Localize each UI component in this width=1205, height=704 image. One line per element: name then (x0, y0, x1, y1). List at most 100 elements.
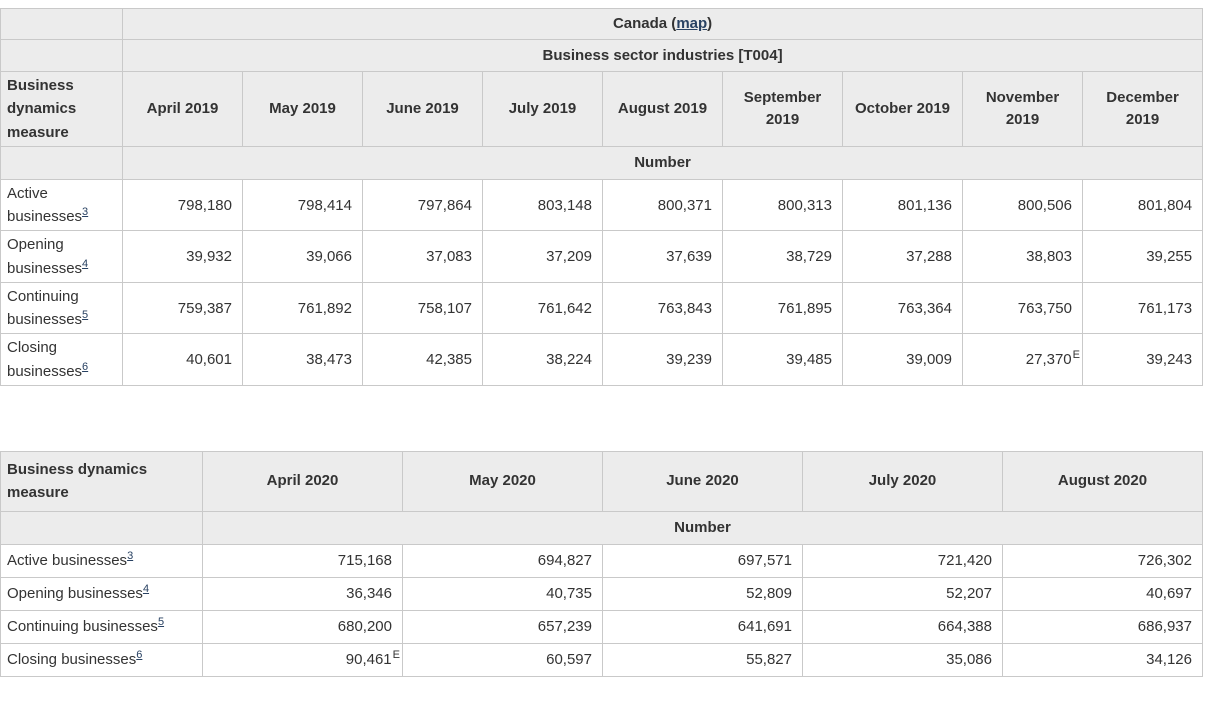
value-cell: 38,224 (482, 333, 603, 386)
estimate-flag: E (1072, 349, 1080, 361)
value-text: 657,239 (537, 618, 592, 636)
month-header-8: November 2019 (962, 71, 1083, 147)
value-text: 797,864 (417, 196, 472, 214)
value-text: 40,735 (546, 585, 592, 603)
value-cell: 37,639 (602, 230, 723, 283)
footnote-link[interactable]: 3 (127, 550, 134, 563)
value-cell: 664,388 (802, 609, 1003, 644)
value-cell: 697,571 (602, 543, 803, 578)
value-text: 42,385 (426, 351, 472, 368)
measure-label: Continuing businesses5 (0, 281, 123, 335)
value-text: 40,697 (1146, 585, 1192, 603)
footnote-link[interactable]: 6 (136, 649, 143, 662)
value-text: 52,207 (946, 585, 992, 603)
footnote-link[interactable]: 5 (157, 616, 165, 629)
table-row: Opening businesses4 36,346 40,735 52,809 52,… (0, 576, 1203, 611)
value-text: 801,804 (1137, 196, 1193, 214)
footnote-link[interactable]: 5 (82, 309, 89, 321)
value-cell: 721,420 (802, 543, 1003, 578)
footnote-link[interactable]: 4 (82, 257, 89, 270)
value-cell: 40,735 (402, 576, 603, 611)
footnote-superscript: 5 (82, 309, 88, 321)
unit-header: Number (202, 510, 1203, 545)
region-header: Canada (map) (121, 8, 1204, 40)
value-cell: 90,461E (202, 642, 403, 677)
footnote-superscript: 4 (143, 583, 149, 595)
value-text: 27,370 (1025, 351, 1072, 368)
value-cell: 761,642 (482, 281, 603, 335)
value-text: 761,892 (297, 299, 352, 317)
estimate-flag: E (392, 649, 400, 662)
value-text: 800,313 (777, 196, 832, 214)
value-text: 39,239 (666, 351, 712, 368)
month-header-4: July 2020 (802, 450, 1003, 512)
value-text: 664,388 (937, 618, 992, 636)
month-header-3: June 2019 (362, 71, 483, 147)
corner-cell (0, 510, 203, 545)
footnote-link[interactable]: 4 (142, 583, 150, 596)
value-text: 763,843 (657, 299, 712, 317)
table-row: Opening businesses4 39,932 39,066 37,083 37,… (0, 230, 1204, 283)
value-cell: 38,473 (242, 333, 363, 386)
measure-label: Opening businesses4 (0, 576, 203, 611)
footnote-superscript: 4 (82, 258, 88, 270)
table-row: Closing businesses6 40,601 38,473 42,385 38,… (0, 333, 1204, 386)
table-row: Continuing businesses5 759,387 761,892 758,… (0, 281, 1204, 335)
measure-label-text: Closing businesses (7, 651, 137, 669)
value-text: 39,932 (186, 248, 232, 265)
value-text: 721,420 (937, 552, 992, 570)
month-header-2: May 2020 (402, 450, 603, 512)
value-cell: 40,697 (1002, 576, 1203, 611)
region-label: Canada (612, 15, 668, 33)
value-text: 37,639 (666, 248, 712, 265)
sector-header: Business sector industries [T004] (121, 39, 1204, 72)
value-cell: 715,168 (202, 543, 403, 578)
footnote-link[interactable]: 3 (82, 206, 89, 218)
value-cell: 798,414 (242, 178, 363, 232)
value-text: 37,209 (546, 248, 592, 265)
month-header-6: September 2019 (722, 71, 843, 147)
value-cell: 758,107 (362, 281, 483, 335)
month-header-1: April 2020 (202, 450, 403, 512)
measure-label-text: Opening businesses (7, 236, 83, 277)
value-cell: 39,243 (1081, 333, 1204, 386)
footnote-superscript: 6 (136, 649, 142, 661)
value-cell: 42,385 (362, 333, 483, 386)
value-text: 35,086 (946, 651, 992, 669)
value-text: 37,083 (426, 248, 472, 265)
value-cell: 38,729 (722, 230, 843, 283)
measure-label-text: Opening businesses (7, 585, 143, 603)
footnote-superscript: 5 (158, 616, 164, 628)
value-cell: 641,691 (602, 609, 803, 644)
value-cell: 801,804 (1081, 178, 1204, 232)
value-cell: 52,809 (602, 576, 803, 611)
value-text: 38,803 (1026, 248, 1072, 265)
value-text: 803,148 (537, 196, 592, 214)
value-cell: 680,200 (202, 609, 403, 644)
value-cell: 34,126 (1002, 642, 1203, 677)
footnote-link[interactable]: 6 (82, 360, 89, 373)
value-text: 761,895 (777, 299, 832, 317)
value-cell: 694,827 (402, 543, 603, 578)
table-row: Closing businesses6 90,461E 60,597 55,827 35… (0, 642, 1203, 677)
value-text: 763,364 (897, 299, 952, 317)
value-text: 36,346 (346, 585, 392, 603)
value-text: 39,485 (786, 351, 832, 368)
value-cell: 763,843 (602, 281, 723, 335)
stub-header: Business dynamics measure (0, 450, 203, 512)
value-cell: 39,239 (602, 333, 723, 386)
map-link[interactable]: map (676, 15, 708, 33)
value-text: 52,809 (746, 585, 792, 603)
value-cell: 39,485 (722, 333, 843, 386)
value-text: 38,224 (546, 351, 592, 368)
measure-label: Active businesses3 (0, 543, 203, 578)
value-cell: 37,083 (362, 230, 483, 283)
value-cell: 763,364 (842, 281, 963, 335)
business-dynamics-table-2019: Canada (map) Business sector industries [… (0, 8, 1204, 386)
value-text: 641,691 (737, 618, 792, 636)
value-text: 90,461 (345, 651, 392, 669)
measure-label-text: Continuing businesses (7, 287, 83, 328)
value-text: 38,473 (306, 351, 352, 368)
value-cell: 37,288 (842, 230, 963, 283)
value-cell: 39,255 (1081, 230, 1204, 283)
